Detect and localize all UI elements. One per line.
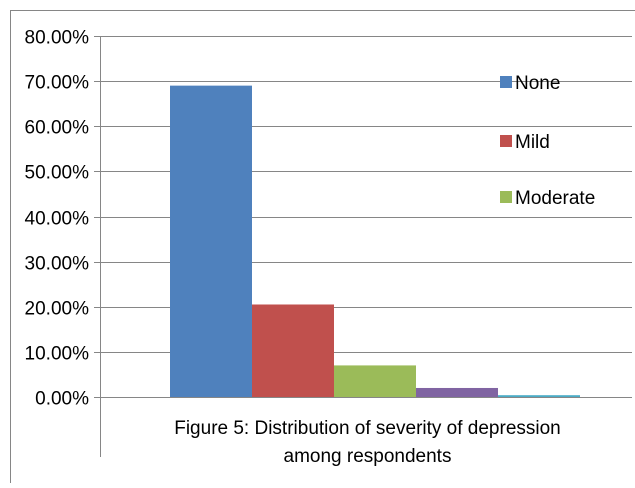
y-tick-label: 70.00% [25, 73, 90, 94]
y-tick-label: 0.00% [35, 389, 89, 410]
legend-label: None [515, 73, 560, 94]
legend-swatch [500, 135, 512, 147]
bar [334, 365, 416, 397]
y-tick-label: 60.00% [25, 118, 90, 139]
bar [416, 387, 498, 397]
legend-swatch [500, 76, 512, 88]
y-tick-label: 20.00% [25, 299, 90, 320]
bar [252, 304, 334, 397]
bar [498, 395, 580, 397]
y-tick-label: 30.00% [25, 254, 90, 275]
legend-swatch [500, 191, 512, 203]
bars [170, 85, 580, 397]
legend-label: Moderate [515, 188, 595, 209]
y-tick-label: 50.00% [25, 163, 90, 184]
y-tick-label: 10.00% [25, 344, 90, 365]
caption-line-1: Figure 5: Distribution of severity of de… [174, 418, 561, 439]
y-axis-ticks: 0.00% 10.00% 20.00% 30.00% 40.00% 50.00% 60.00… [25, 28, 100, 410]
legend: None Mild Moderate [500, 73, 595, 209]
y-tick-label: 40.00% [25, 209, 90, 230]
figure-caption: Figure 5: Distribution of severity of de… [100, 415, 635, 471]
legend-label: Mild [515, 132, 550, 153]
bar [170, 85, 252, 397]
axes [10, 10, 635, 483]
caption-line-2: among respondents [283, 446, 452, 467]
y-tick-label: 80.00% [25, 28, 90, 49]
